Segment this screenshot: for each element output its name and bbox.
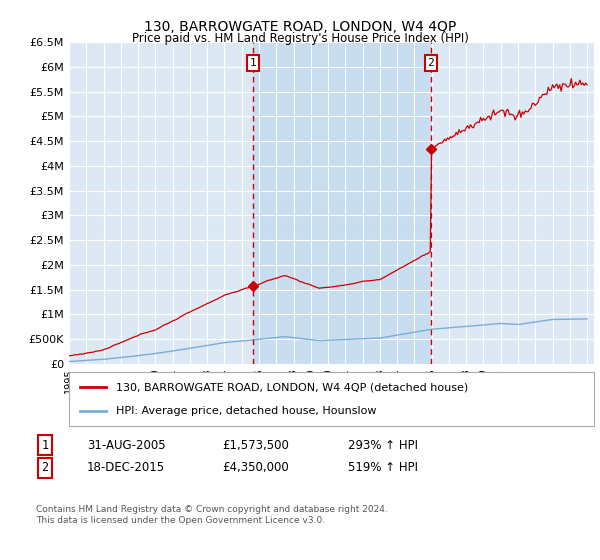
Text: 2: 2 bbox=[428, 58, 434, 68]
Text: 130, BARROWGATE ROAD, LONDON, W4 4QP (detached house): 130, BARROWGATE ROAD, LONDON, W4 4QP (de… bbox=[116, 382, 469, 393]
Text: £4,350,000: £4,350,000 bbox=[222, 461, 289, 474]
Text: 1: 1 bbox=[250, 58, 256, 68]
Text: HPI: Average price, detached house, Hounslow: HPI: Average price, detached house, Houn… bbox=[116, 405, 377, 416]
Text: 31-AUG-2005: 31-AUG-2005 bbox=[87, 438, 166, 452]
Text: 130, BARROWGATE ROAD, LONDON, W4 4QP: 130, BARROWGATE ROAD, LONDON, W4 4QP bbox=[144, 20, 456, 34]
Text: £1,573,500: £1,573,500 bbox=[222, 438, 289, 452]
Text: Contains HM Land Registry data © Crown copyright and database right 2024.
This d: Contains HM Land Registry data © Crown c… bbox=[36, 506, 388, 525]
Text: 18-DEC-2015: 18-DEC-2015 bbox=[87, 461, 165, 474]
Bar bbox=[253, 42, 431, 364]
Text: 293% ↑ HPI: 293% ↑ HPI bbox=[348, 438, 418, 452]
Text: 519% ↑ HPI: 519% ↑ HPI bbox=[348, 461, 418, 474]
Text: Price paid vs. HM Land Registry's House Price Index (HPI): Price paid vs. HM Land Registry's House … bbox=[131, 32, 469, 45]
Text: 2: 2 bbox=[41, 461, 49, 474]
Text: 1: 1 bbox=[41, 438, 49, 452]
